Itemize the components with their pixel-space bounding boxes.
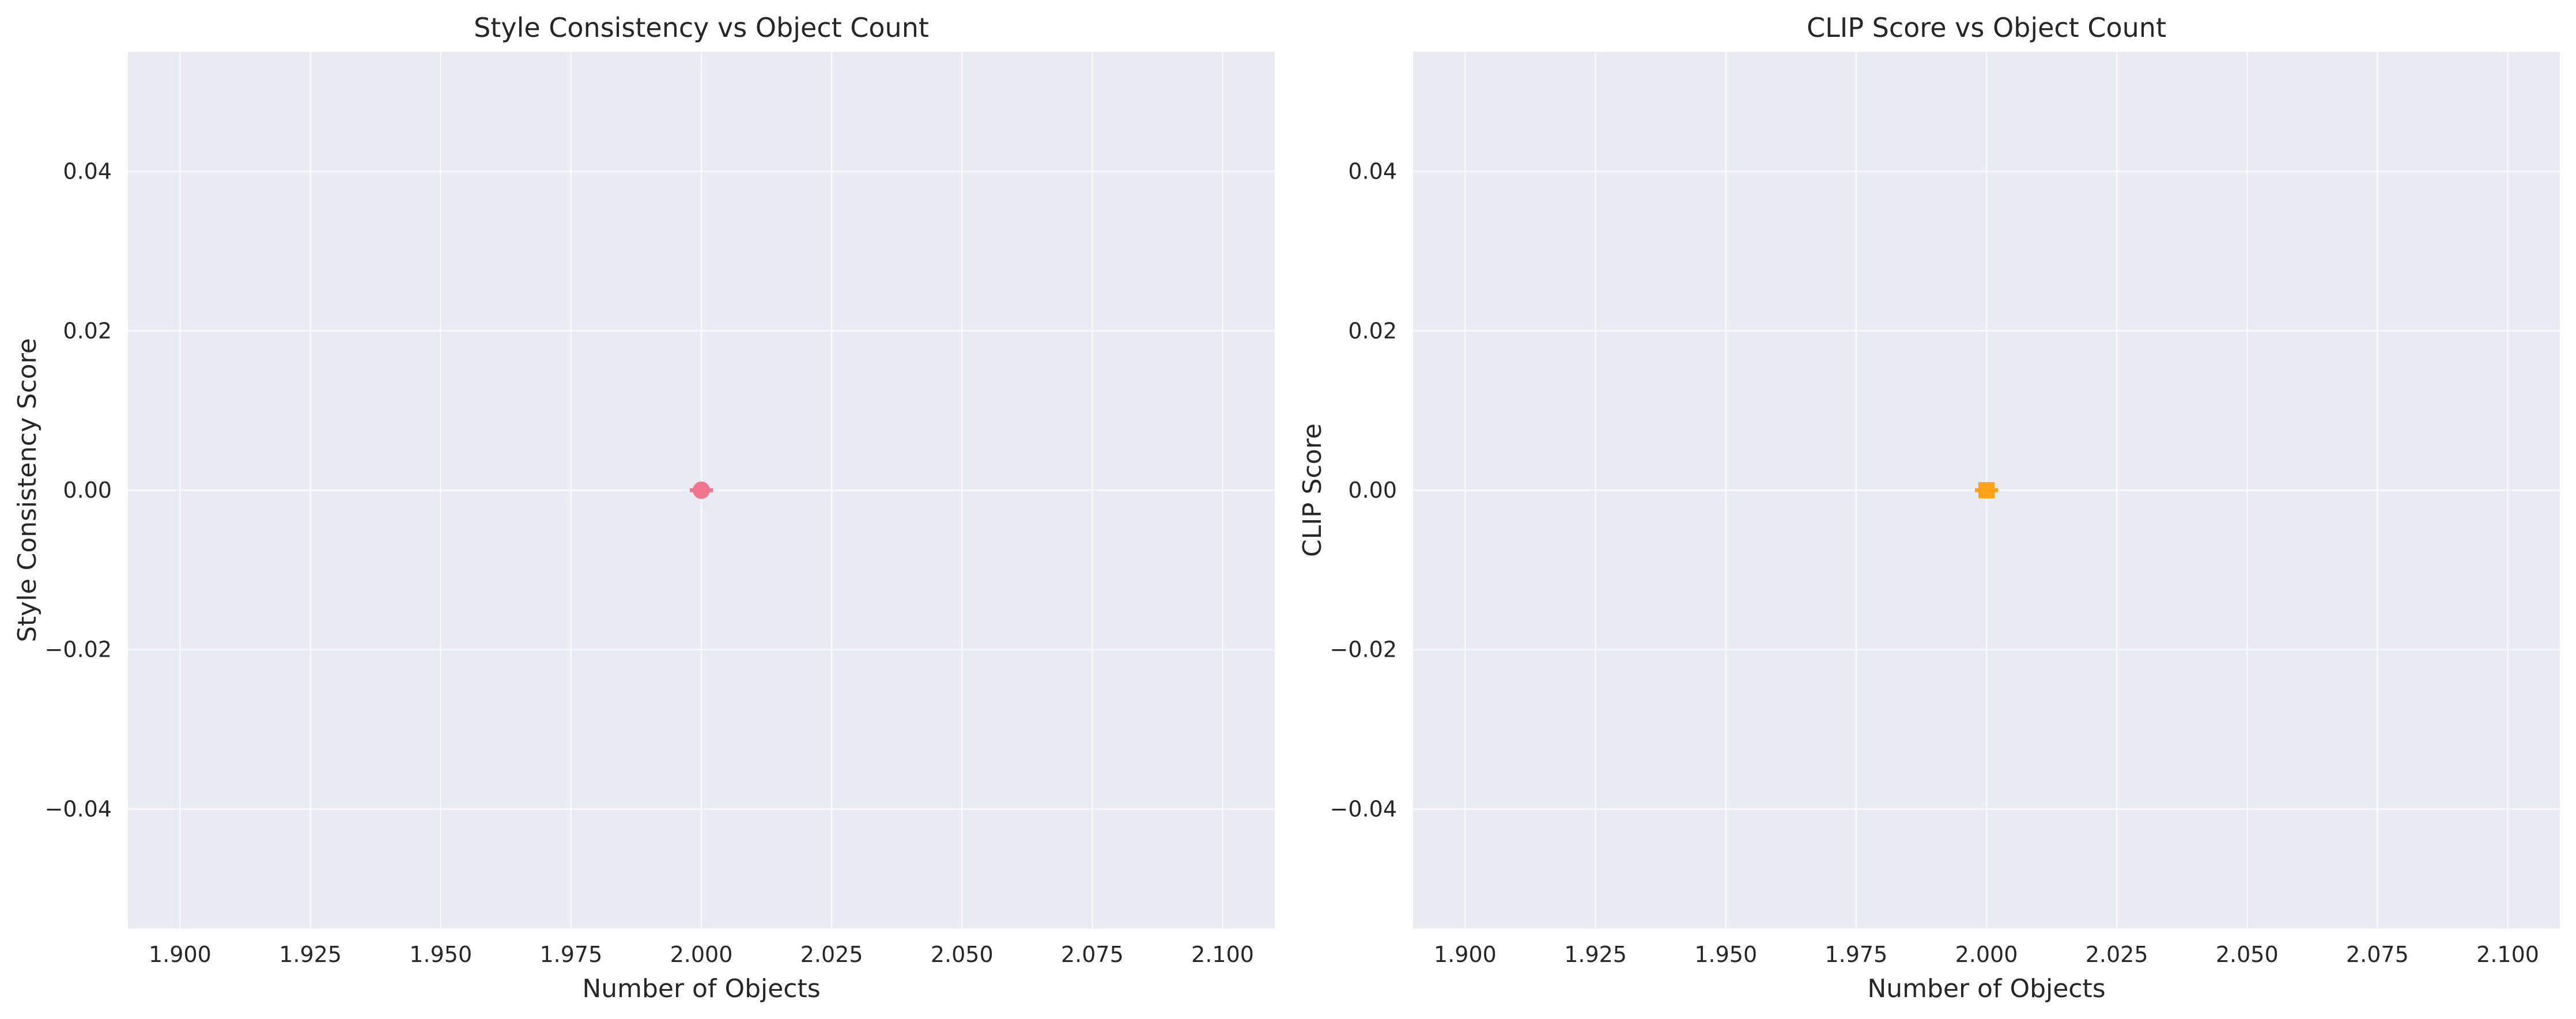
style-consistency-chart: 1.900 1.925 1.950 1.975 2.000 2.025 2.050 2.075… <box>13 12 1275 1003</box>
x-axis-label: Number of Objects <box>582 974 820 1003</box>
y-tick-label: −0.04 <box>1330 796 1397 821</box>
y-tick-label: 0.00 <box>63 478 112 503</box>
x-tick-label: 1.900 <box>149 942 211 967</box>
x-axis-label: Number of Objects <box>1867 974 2105 1003</box>
x-tick-label: 2.075 <box>1061 942 1124 967</box>
data-point <box>693 482 710 499</box>
x-tick-label: 1.925 <box>1564 942 1627 967</box>
y-tick-label: 0.04 <box>63 159 112 184</box>
x-tick-label: 2.050 <box>2216 942 2279 967</box>
x-tick-label: 2.000 <box>670 942 733 967</box>
x-tick-label: 1.925 <box>279 942 342 967</box>
y-tick-label: 0.02 <box>63 318 112 343</box>
x-tick-label: 2.075 <box>2346 942 2409 967</box>
y-axis-label: CLIP Score <box>1298 423 1327 557</box>
x-tick-label: 2.050 <box>931 942 994 967</box>
data-point <box>1978 482 1995 498</box>
y-tick-label: 0.02 <box>1348 318 1397 343</box>
x-tick-label: 1.950 <box>409 942 472 967</box>
chart-title: CLIP Score vs Object Count <box>1807 12 2166 43</box>
y-tick-label: −0.02 <box>45 637 112 662</box>
y-tick-label: −0.04 <box>45 796 112 821</box>
y-tick-label: 0.04 <box>1348 159 1397 184</box>
x-tick-label: 2.025 <box>2086 942 2148 967</box>
x-tick-label: 1.900 <box>1434 942 1497 967</box>
chart-title: Style Consistency vs Object Count <box>474 12 929 43</box>
x-tick-label: 2.000 <box>1955 942 2018 967</box>
x-tick-label: 1.975 <box>539 942 602 967</box>
x-tick-label: 2.100 <box>1191 942 1254 967</box>
y-tick-label: −0.02 <box>1330 637 1397 662</box>
x-tick-label: 2.100 <box>2476 942 2539 967</box>
x-tick-label: 1.975 <box>1825 942 1887 967</box>
clip-score-chart: 1.900 1.925 1.950 1.975 2.000 2.025 2.050 2.075… <box>1298 12 2560 1003</box>
y-axis-label: Style Consistency Score <box>13 338 42 642</box>
x-tick-label: 1.950 <box>1694 942 1757 967</box>
x-tick-label: 2.025 <box>800 942 863 967</box>
y-tick-label: 0.00 <box>1348 478 1397 503</box>
